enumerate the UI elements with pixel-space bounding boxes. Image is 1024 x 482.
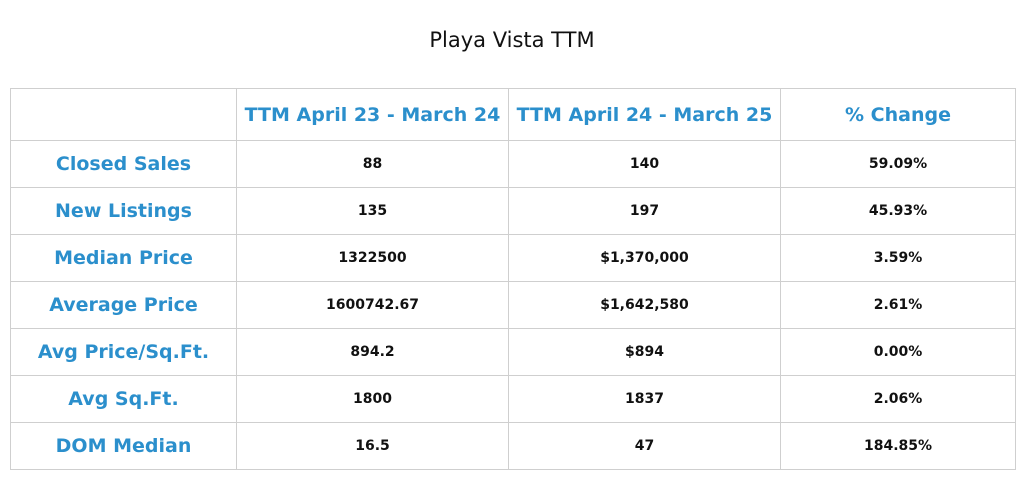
cell-percent-change: 45.93% bbox=[780, 187, 1016, 235]
row-label: DOM Median bbox=[10, 422, 237, 470]
table-row: Median Price 1322500 $1,370,000 3.59% bbox=[10, 234, 1016, 282]
table-row: Avg Price/Sq.Ft. 894.2 $894 0.00% bbox=[10, 328, 1016, 376]
cell-previous-period: 135 bbox=[236, 187, 509, 235]
cell-previous-period: 1600742.67 bbox=[236, 281, 509, 329]
header-cell-ttm-2024-2025: TTM April 24 - March 25 bbox=[508, 88, 781, 141]
row-label: Avg Sq.Ft. bbox=[10, 375, 237, 423]
table-row: Avg Sq.Ft. 1800 1837 2.06% bbox=[10, 375, 1016, 423]
row-label: Avg Price/Sq.Ft. bbox=[10, 328, 237, 376]
cell-current-period: $1,370,000 bbox=[508, 234, 781, 282]
cell-percent-change: 0.00% bbox=[780, 328, 1016, 376]
cell-current-period: $894 bbox=[508, 328, 781, 376]
table-row: DOM Median 16.5 47 184.85% bbox=[10, 422, 1016, 470]
header-cell-ttm-2023-2024: TTM April 23 - March 24 bbox=[236, 88, 509, 141]
cell-percent-change: 2.06% bbox=[780, 375, 1016, 423]
stats-table: TTM April 23 - March 24 TTM April 24 - M… bbox=[10, 88, 1016, 470]
header-cell-percent-change: % Change bbox=[780, 88, 1016, 141]
cell-current-period: $1,642,580 bbox=[508, 281, 781, 329]
cell-percent-change: 3.59% bbox=[780, 234, 1016, 282]
cell-previous-period: 16.5 bbox=[236, 422, 509, 470]
cell-percent-change: 184.85% bbox=[780, 422, 1016, 470]
page-title: Playa Vista TTM bbox=[429, 28, 595, 52]
cell-previous-period: 1322500 bbox=[236, 234, 509, 282]
cell-previous-period: 1800 bbox=[236, 375, 509, 423]
table-row: New Listings 135 197 45.93% bbox=[10, 187, 1016, 235]
row-label: New Listings bbox=[10, 187, 237, 235]
cell-current-period: 1837 bbox=[508, 375, 781, 423]
table-header-row: TTM April 23 - March 24 TTM April 24 - M… bbox=[10, 88, 1016, 141]
row-label: Closed Sales bbox=[10, 140, 237, 188]
cell-current-period: 47 bbox=[508, 422, 781, 470]
row-label: Average Price bbox=[10, 281, 237, 329]
cell-current-period: 140 bbox=[508, 140, 781, 188]
table-row: Average Price 1600742.67 $1,642,580 2.61… bbox=[10, 281, 1016, 329]
cell-previous-period: 88 bbox=[236, 140, 509, 188]
cell-percent-change: 2.61% bbox=[780, 281, 1016, 329]
cell-previous-period: 894.2 bbox=[236, 328, 509, 376]
row-label: Median Price bbox=[10, 234, 237, 282]
header-cell-empty bbox=[10, 88, 237, 141]
cell-current-period: 197 bbox=[508, 187, 781, 235]
cell-percent-change: 59.09% bbox=[780, 140, 1016, 188]
table-row: Closed Sales 88 140 59.09% bbox=[10, 140, 1016, 188]
